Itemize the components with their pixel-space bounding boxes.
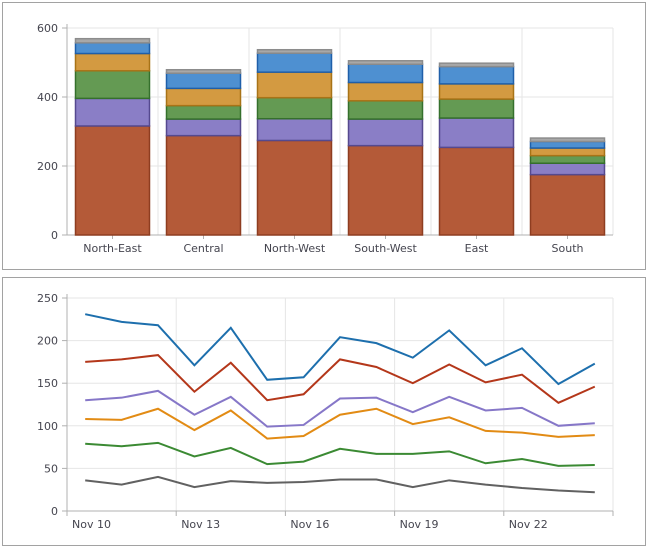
line-series-blue[interactable] <box>84 313 596 386</box>
bar-segment-green[interactable] <box>529 154 606 164</box>
x-axis-category-label: Central <box>183 242 223 255</box>
bar-segment-blue[interactable] <box>529 140 606 149</box>
bar-segment-brown[interactable] <box>347 144 424 236</box>
line-series-purple[interactable] <box>85 389 595 428</box>
bar-segment-purple[interactable] <box>256 117 333 142</box>
line-series-red[interactable] <box>85 354 596 404</box>
stacked-bar-chart-panel: 0 200 400 600 North-East Central North-West Sou… <box>2 2 646 270</box>
bar-segment-blue[interactable] <box>256 52 333 73</box>
bar-segment-purple[interactable] <box>529 162 606 176</box>
y-axis-tick-label: 600 <box>37 22 58 35</box>
bar-segment-purple[interactable] <box>347 118 424 147</box>
bar-segment-orange[interactable] <box>438 83 515 100</box>
bar-segment-purple[interactable] <box>165 118 242 137</box>
bar-segment-gray[interactable] <box>165 68 242 74</box>
line-series-gray[interactable] <box>85 475 595 494</box>
x-axis-category-label: North-East <box>83 242 142 255</box>
line-chart[interactable]: 0 50 100 150 200 250 Nov 10 Nov 13 Nov 16 Nov 19 N… <box>3 278 645 545</box>
y-axis-tick-label: 400 <box>37 91 58 104</box>
bar-segment-brown[interactable] <box>165 134 242 236</box>
bar-segment-brown[interactable] <box>256 139 333 236</box>
bar-segment-green[interactable] <box>256 96 333 120</box>
bar-segment-purple[interactable] <box>74 97 151 127</box>
bar-segment-purple[interactable] <box>438 117 515 149</box>
bar-segment-brown[interactable] <box>438 146 515 236</box>
bar-segment-gray[interactable] <box>438 62 515 68</box>
y-axis-tick-label: 0 <box>51 229 58 242</box>
y-axis-tick-label: 100 <box>37 420 58 433</box>
bar-segment-blue[interactable] <box>347 63 424 84</box>
line-chart-panel: 0 50 100 150 200 250 Nov 10 Nov 13 Nov 16 Nov 19 N… <box>2 277 646 546</box>
bar-segment-orange[interactable] <box>165 87 242 107</box>
bar-segment-gray[interactable] <box>529 137 606 143</box>
bar-segment-gray[interactable] <box>74 37 151 44</box>
bar-segment-gray[interactable] <box>347 60 424 65</box>
bar-segment-green[interactable] <box>438 98 515 119</box>
y-axis-tick-label: 200 <box>37 160 58 173</box>
bar-segment-green[interactable] <box>165 104 242 120</box>
bar-segment-orange[interactable] <box>256 71 333 99</box>
x-axis-date-label: Nov 22 <box>509 518 548 531</box>
bar-segment-orange[interactable] <box>74 52 151 72</box>
y-axis-tick-label: 50 <box>44 462 58 475</box>
y-axis-tick-label: 150 <box>37 377 58 390</box>
y-axis-tick-label: 0 <box>51 505 58 518</box>
x-axis-category-label: East <box>465 242 489 255</box>
bar-segment-blue[interactable] <box>438 65 515 85</box>
line-series-green[interactable] <box>85 441 595 467</box>
bar-segment-green[interactable] <box>347 100 424 120</box>
bar-segment-gray[interactable] <box>256 48 333 54</box>
x-axis-date-label: Nov 10 <box>72 518 111 531</box>
stacked-bar-chart[interactable]: 0 200 400 600 North-East Central North-West Sou… <box>3 3 645 269</box>
bar-segment-green[interactable] <box>74 70 151 100</box>
bar-segment-orange[interactable] <box>347 81 424 102</box>
y-axis-tick-label: 250 <box>37 292 58 305</box>
bar-segment-brown[interactable] <box>74 125 151 236</box>
bar-segment-orange[interactable] <box>529 147 606 157</box>
x-axis-date-label: Nov 13 <box>181 518 220 531</box>
x-axis-category-label: North-West <box>264 242 326 255</box>
x-axis-category-label: South <box>552 242 584 255</box>
bar-segment-brown[interactable] <box>529 173 606 236</box>
x-axis-category-label: South-West <box>354 242 417 255</box>
x-axis-date-label: Nov 19 <box>400 518 439 531</box>
y-axis-tick-label: 200 <box>37 335 58 348</box>
x-axis-date-label: Nov 16 <box>290 518 329 531</box>
line-series-orange[interactable] <box>85 407 595 440</box>
bar-segment-blue[interactable] <box>74 42 151 55</box>
bar-segment-blue[interactable] <box>165 72 242 90</box>
